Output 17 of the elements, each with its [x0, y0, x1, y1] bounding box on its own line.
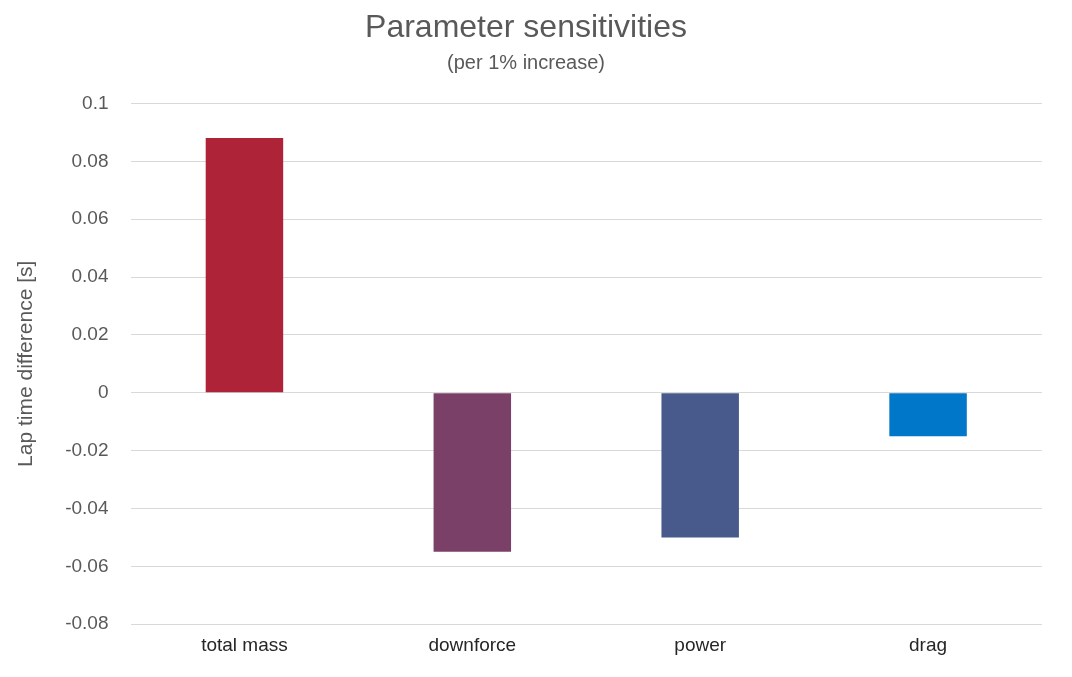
y-axis-title: Lap time difference [s] — [13, 260, 37, 467]
y-tick-label: -0.02 — [65, 438, 109, 460]
chart-title: Parameter sensitivities — [365, 8, 687, 45]
y-tick-label: 0 — [97, 380, 109, 402]
y-tick-label: 0.04 — [71, 265, 109, 287]
y-tick-label: -0.08 — [65, 612, 109, 634]
x-tick-label: downforce — [428, 633, 517, 655]
y-tick-label: 0.06 — [71, 207, 109, 229]
y-tick-label: 0.1 — [82, 91, 109, 113]
y-tick-label: 0.08 — [71, 149, 109, 171]
chart-subtitle: (per 1% increase) — [447, 50, 605, 73]
y-tick-label: -0.06 — [65, 554, 109, 576]
y-tick-label: 0.02 — [71, 323, 109, 345]
x-tick-label: drag — [909, 633, 948, 655]
x-tick-label: power — [674, 633, 727, 655]
x-tick-label: total mass — [201, 633, 288, 655]
y-tick-label: -0.04 — [65, 496, 109, 518]
